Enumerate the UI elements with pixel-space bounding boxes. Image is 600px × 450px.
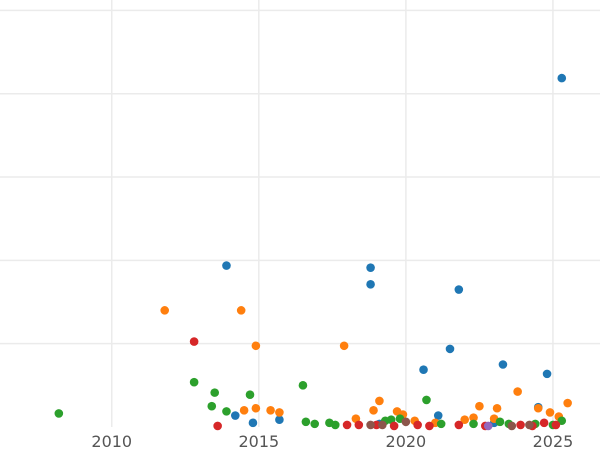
data-point [222, 407, 231, 416]
data-point [433, 411, 443, 420]
data-point [516, 420, 525, 430]
data-point [454, 420, 464, 430]
data-point [298, 381, 308, 390]
data-point [436, 419, 446, 429]
data-point [375, 396, 384, 406]
data-point [454, 285, 464, 294]
data-point [401, 417, 411, 427]
data-point [310, 419, 320, 429]
data-point [507, 421, 517, 431]
data-point [248, 418, 258, 428]
data-point [210, 388, 220, 397]
data-point [245, 390, 255, 400]
data-point [189, 377, 199, 387]
data-points [54, 73, 572, 431]
data-point [230, 411, 240, 420]
data-point [483, 421, 493, 431]
data-point [413, 420, 422, 430]
data-point [389, 421, 399, 431]
x-axis-ticks: 2010 2015 2020 2025 [91, 432, 573, 450]
data-point [366, 263, 375, 272]
data-point [498, 360, 508, 369]
data-point [354, 420, 364, 430]
x-tick-label: 2010 [91, 432, 132, 450]
data-point [469, 413, 478, 422]
data-point [513, 387, 522, 396]
data-point [422, 395, 431, 405]
data-point [563, 398, 572, 408]
data-point [222, 261, 231, 270]
data-point [445, 344, 455, 354]
data-point [301, 417, 311, 427]
data-point [525, 420, 534, 430]
data-point [207, 401, 217, 411]
data-point [251, 403, 261, 413]
data-point [492, 403, 502, 413]
data-point [275, 408, 284, 417]
data-point [266, 406, 275, 415]
data-point [495, 417, 505, 427]
data-point [330, 420, 340, 430]
x-tick-label: 2020 [386, 432, 427, 450]
data-point [339, 341, 349, 351]
data-point [239, 406, 249, 415]
data-point [419, 365, 428, 375]
data-point [542, 369, 552, 379]
grid [0, 0, 600, 427]
data-point [557, 73, 567, 83]
data-point [366, 420, 375, 430]
data-point [275, 415, 284, 425]
data-point [460, 415, 470, 425]
data-point [189, 337, 199, 346]
data-point [369, 406, 378, 415]
data-point [475, 401, 484, 411]
data-point [54, 409, 64, 418]
data-point [551, 420, 561, 430]
data-point [469, 419, 478, 429]
data-point [366, 280, 375, 289]
data-point [425, 421, 434, 431]
x-tick-label: 2015 [238, 432, 279, 450]
data-point [342, 420, 352, 430]
data-point [160, 306, 170, 315]
data-point [545, 408, 555, 417]
x-tick-label: 2025 [533, 432, 574, 450]
data-point [372, 420, 381, 430]
data-point [539, 418, 549, 428]
data-point [251, 341, 261, 351]
data-point [378, 420, 387, 430]
data-point [236, 306, 246, 315]
data-point [213, 421, 222, 431]
data-point [533, 403, 543, 413]
